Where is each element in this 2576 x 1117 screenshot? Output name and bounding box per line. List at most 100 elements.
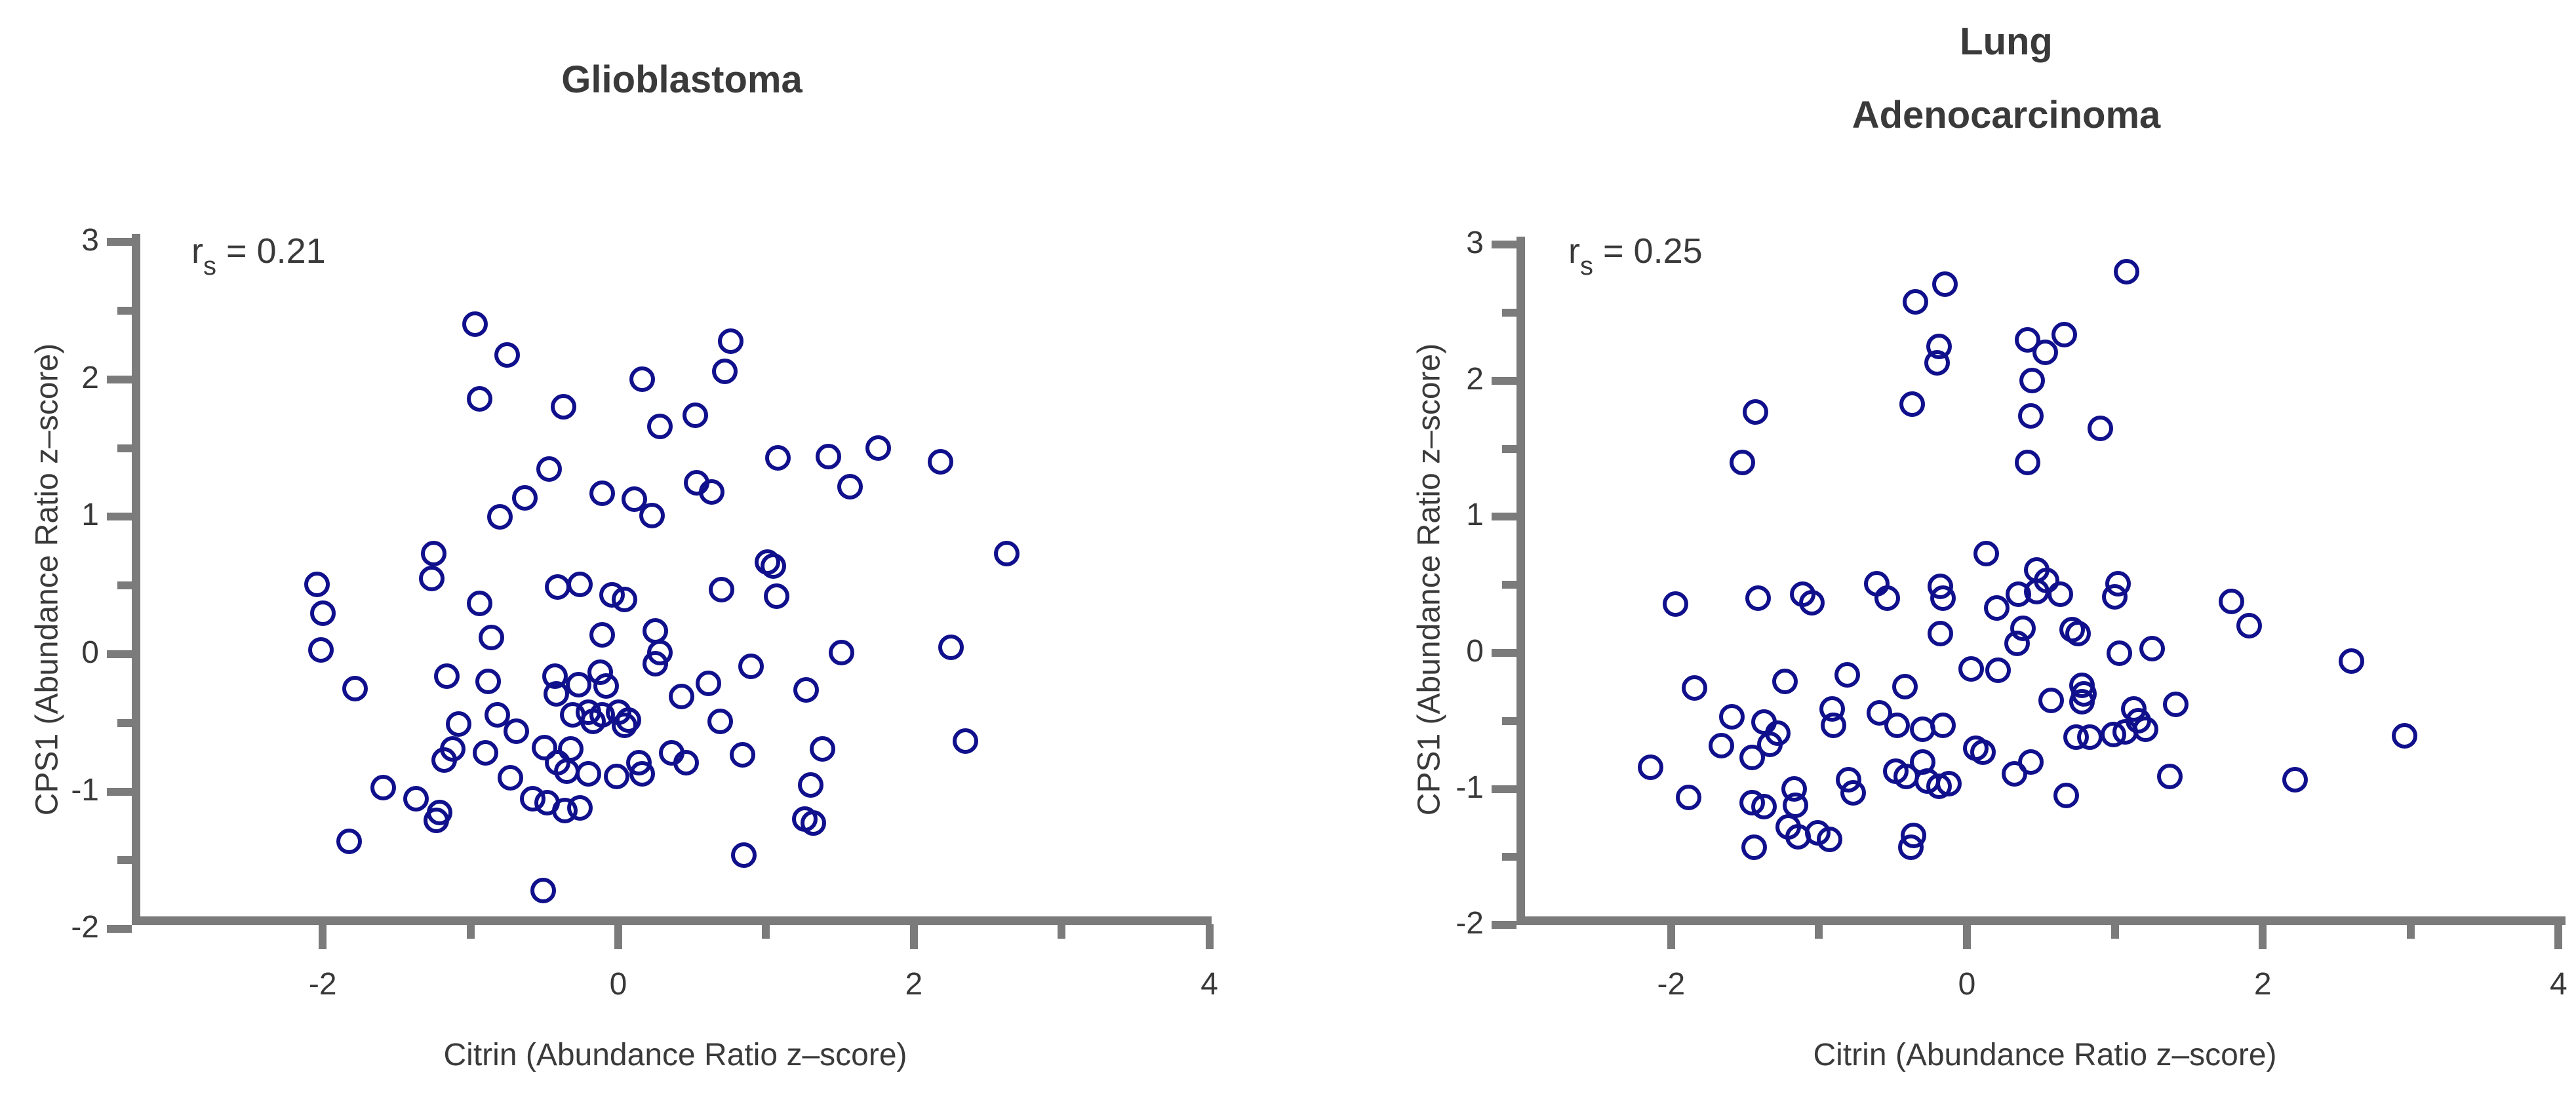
data-point (938, 635, 964, 661)
data-point (1757, 731, 1783, 757)
y-tick-label: 0 (81, 635, 99, 670)
data-point (927, 449, 953, 475)
x-major-tick (1667, 924, 1675, 949)
data-point (2162, 692, 2189, 718)
data-point (717, 328, 743, 354)
data-point (1983, 595, 2010, 621)
data-point (589, 622, 615, 648)
y-major-tick (1492, 785, 1516, 793)
data-point (2236, 612, 2263, 638)
data-point (1899, 391, 1926, 417)
data-point (2014, 449, 2040, 475)
data-point (629, 366, 655, 393)
data-point (472, 740, 498, 766)
data-point (2282, 766, 2308, 793)
data-point (462, 311, 488, 338)
data-point (1867, 699, 1893, 726)
data-point (576, 760, 602, 787)
data-point (738, 654, 764, 680)
y-minor-tick (117, 718, 132, 727)
y-tick-label: 2 (81, 360, 99, 395)
x-minor-tick (1815, 924, 1823, 939)
data-point (580, 709, 606, 735)
data-point (1973, 540, 1999, 566)
data-point (484, 701, 510, 728)
data-point (431, 747, 457, 773)
y-major-tick (1492, 241, 1516, 249)
data-point (611, 713, 637, 739)
data-point (1985, 657, 2011, 684)
data-point (1772, 669, 1798, 695)
data-point (336, 828, 363, 854)
data-point (2102, 584, 2128, 610)
data-point (731, 842, 757, 868)
x-major-tick (2259, 924, 2267, 949)
y-minor-tick (117, 856, 132, 865)
x-tick-label: 2 (905, 967, 923, 1002)
data-point (1798, 589, 1825, 616)
data-point (865, 435, 892, 461)
data-point (2014, 327, 2040, 353)
data-point (604, 764, 630, 790)
data-point (2006, 581, 2032, 608)
data-point (1958, 656, 1985, 682)
data-point (695, 670, 721, 696)
y-tick-label: 1 (81, 498, 99, 533)
data-point (2017, 403, 2044, 429)
data-point (2156, 764, 2183, 790)
x-axis-label: Citrin (Abundance Ratio z–score) (1813, 1038, 2277, 1072)
y-tick-label: -1 (71, 772, 99, 808)
data-point (622, 486, 648, 512)
x-major-tick (1963, 924, 1971, 949)
data-point (446, 711, 472, 737)
data-point (1874, 585, 1900, 612)
data-point (1884, 712, 1911, 738)
x-tick-label: 0 (609, 967, 627, 1002)
data-point (545, 574, 571, 600)
data-point (2004, 630, 2031, 656)
data-point (711, 358, 738, 384)
y-minor-tick (117, 581, 132, 590)
data-point (1741, 834, 1767, 861)
data-point (707, 709, 734, 735)
data-point (1897, 834, 1924, 861)
data-point (761, 553, 787, 579)
x-tick-label: 4 (1200, 967, 1218, 1002)
chart-title-glioblastoma: Glioblastoma (561, 58, 803, 101)
x-minor-tick (2110, 924, 2119, 939)
data-point (370, 774, 397, 800)
y-minor-tick (1502, 853, 1516, 861)
data-point (565, 671, 591, 697)
data-point (530, 878, 556, 903)
data-point (1909, 716, 1935, 742)
data-point (793, 676, 819, 703)
r-value: = 0.21 (226, 231, 326, 271)
data-point (809, 736, 835, 762)
data-point (2100, 722, 2126, 748)
data-point (698, 479, 724, 505)
y-tick-label: -2 (71, 910, 99, 945)
y-minor-tick (1502, 581, 1516, 589)
y-axis-spine (1516, 237, 1525, 924)
r-subscript: s (1579, 252, 1593, 281)
y-minor-tick (1502, 309, 1516, 317)
y-major-tick (107, 238, 132, 246)
data-point (669, 684, 695, 710)
y-tick-label: 1 (1466, 498, 1484, 533)
data-point (1676, 784, 1702, 810)
data-point (494, 342, 521, 368)
data-point (1739, 745, 1766, 771)
y-axis-spine (132, 234, 140, 924)
data-point (543, 681, 569, 707)
y-major-tick (107, 513, 132, 521)
data-point (1902, 288, 1928, 315)
data-point (1785, 823, 1812, 850)
data-point (611, 586, 637, 612)
data-point (1718, 704, 1745, 730)
data-point (434, 663, 460, 690)
data-point (424, 808, 450, 834)
data-point (593, 673, 620, 699)
data-point (2032, 339, 2059, 365)
